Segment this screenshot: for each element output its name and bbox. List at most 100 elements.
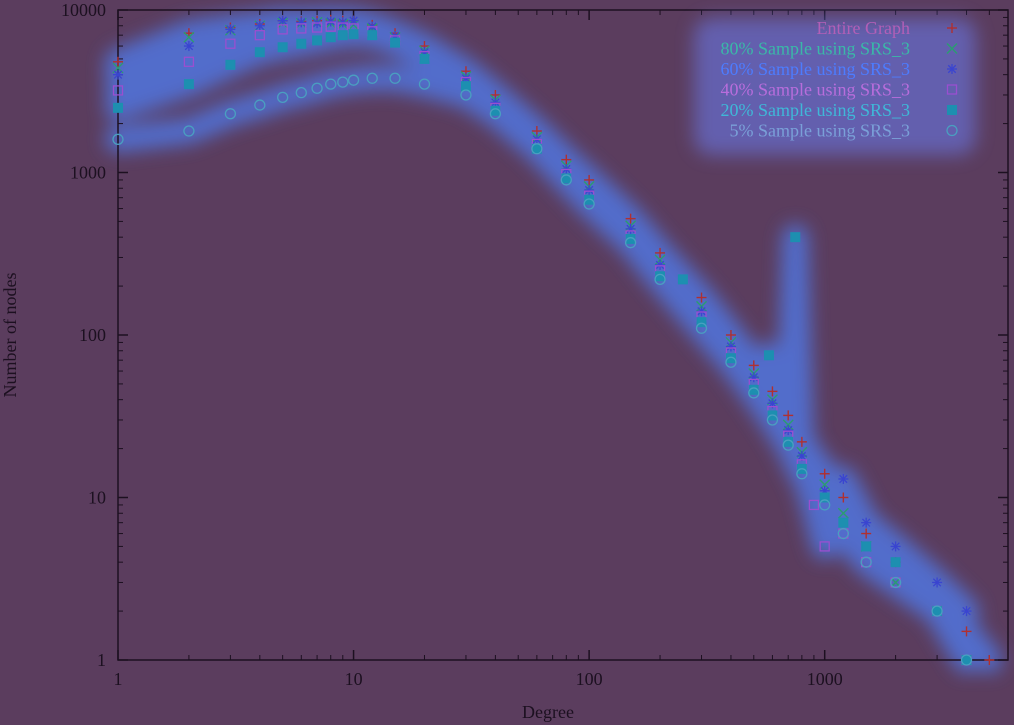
data-point bbox=[337, 17, 348, 28]
data-point bbox=[932, 577, 943, 588]
x-axis-title: Degree bbox=[522, 702, 574, 722]
data-point bbox=[766, 414, 779, 426]
legend-label: 60% Sample using SRS_3 bbox=[720, 59, 910, 79]
legend-marker bbox=[946, 43, 958, 54]
legend-marker bbox=[947, 23, 957, 33]
data-point bbox=[225, 59, 236, 70]
data-point bbox=[961, 606, 972, 617]
legend-label: 40% Sample using SRS_3 bbox=[720, 80, 910, 100]
data-point bbox=[961, 626, 972, 637]
data-point bbox=[837, 527, 849, 540]
data-point bbox=[748, 387, 760, 399]
data-point bbox=[460, 89, 472, 101]
data-point bbox=[625, 233, 636, 244]
legend-label: 20% Sample using SRS_3 bbox=[720, 100, 910, 120]
data-point bbox=[655, 247, 666, 258]
data-point bbox=[183, 79, 194, 90]
data-point bbox=[277, 42, 288, 53]
data-point bbox=[725, 353, 736, 364]
y-tick-label: 10000 bbox=[61, 0, 106, 20]
data-point bbox=[889, 576, 902, 589]
legend-label: 80% Sample using SRS_3 bbox=[720, 39, 910, 59]
data-point bbox=[277, 15, 288, 26]
data-point bbox=[625, 223, 636, 234]
legend-marker bbox=[946, 124, 958, 137]
data-point bbox=[183, 31, 195, 43]
data-point bbox=[348, 29, 359, 40]
data-point bbox=[890, 557, 901, 568]
data-point bbox=[367, 30, 378, 41]
data-point bbox=[254, 30, 265, 41]
data-point bbox=[113, 56, 123, 67]
data-point bbox=[695, 322, 708, 334]
data-point bbox=[654, 273, 666, 286]
data-point bbox=[337, 30, 348, 41]
data-point bbox=[861, 528, 872, 539]
data-point bbox=[931, 605, 943, 617]
data-point bbox=[460, 81, 471, 92]
data-point bbox=[183, 41, 194, 52]
data-point bbox=[790, 232, 801, 243]
data-point bbox=[984, 655, 995, 665]
data-point bbox=[419, 53, 430, 64]
y-axis-title: Number of nodes bbox=[0, 273, 20, 398]
legend-marker bbox=[947, 64, 957, 74]
data-point bbox=[763, 350, 774, 361]
data-point bbox=[584, 185, 595, 196]
data-point bbox=[767, 386, 778, 397]
y-tick-label: 100 bbox=[79, 325, 106, 345]
data-point bbox=[584, 174, 595, 185]
y-tick-label: 1 bbox=[97, 650, 106, 670]
data-point bbox=[696, 317, 707, 328]
data-point bbox=[837, 507, 849, 519]
data-point bbox=[782, 439, 794, 451]
data-point bbox=[312, 35, 323, 46]
x-tick-label: 1 bbox=[114, 669, 123, 689]
data-point bbox=[838, 473, 849, 484]
data-point bbox=[225, 24, 236, 35]
data-point bbox=[311, 22, 323, 33]
data-point bbox=[366, 72, 378, 84]
data-point bbox=[325, 78, 337, 90]
data-point bbox=[696, 306, 707, 317]
data-point bbox=[783, 425, 794, 436]
data-point bbox=[296, 23, 307, 34]
data-point bbox=[561, 154, 572, 165]
data-point bbox=[325, 16, 336, 27]
data-point bbox=[860, 556, 872, 568]
series-5 bbox=[112, 72, 973, 666]
legend-glow bbox=[694, 18, 976, 155]
data-point bbox=[389, 72, 401, 84]
data-point bbox=[796, 451, 807, 462]
data-point bbox=[325, 21, 336, 32]
data-point bbox=[337, 76, 349, 88]
legend-label: Entire Graph bbox=[817, 18, 910, 38]
data-point bbox=[960, 654, 973, 666]
data-point bbox=[277, 24, 288, 35]
data-marks bbox=[112, 14, 995, 666]
data-point bbox=[725, 356, 737, 368]
data-point bbox=[677, 274, 688, 285]
legend-marker bbox=[947, 105, 957, 115]
data-point bbox=[112, 133, 124, 145]
data-point bbox=[583, 198, 595, 210]
data-point bbox=[390, 37, 401, 48]
legend-label: 5% Sample using SRS_3 bbox=[729, 121, 910, 141]
data-point bbox=[838, 492, 849, 503]
data-point bbox=[819, 468, 830, 479]
data-point bbox=[890, 541, 901, 552]
data-point bbox=[819, 492, 830, 503]
data-point bbox=[112, 85, 124, 96]
data-point bbox=[819, 541, 830, 552]
data-point bbox=[748, 372, 759, 383]
data-point bbox=[696, 292, 707, 303]
data-point bbox=[183, 56, 195, 67]
data-point bbox=[418, 78, 431, 90]
data-point bbox=[748, 360, 759, 371]
data-point bbox=[296, 17, 307, 28]
data-point bbox=[254, 20, 265, 31]
data-point bbox=[624, 237, 637, 249]
